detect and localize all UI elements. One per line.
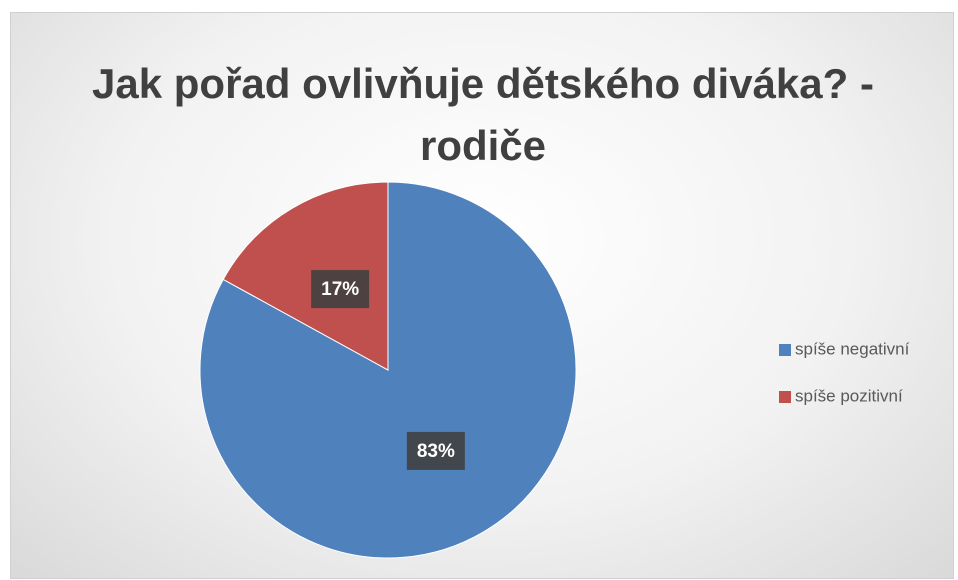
data-label-box <box>311 270 370 309</box>
legend-label: spíše pozitivní <box>795 386 903 405</box>
data-label: 17% <box>311 270 370 309</box>
pie-slice <box>222 181 389 371</box>
legend-swatch <box>779 344 791 356</box>
data-label-text: 83% <box>417 441 455 462</box>
legend-label: spíše negativní <box>795 339 910 358</box>
data-label-text: 17% <box>321 279 359 300</box>
legend-swatch <box>779 391 791 403</box>
data-label: 83% <box>406 431 465 470</box>
data-label-box <box>406 431 465 470</box>
chart-title: Jak pořad ovlivňuje dětského diváka? - r… <box>92 60 874 169</box>
